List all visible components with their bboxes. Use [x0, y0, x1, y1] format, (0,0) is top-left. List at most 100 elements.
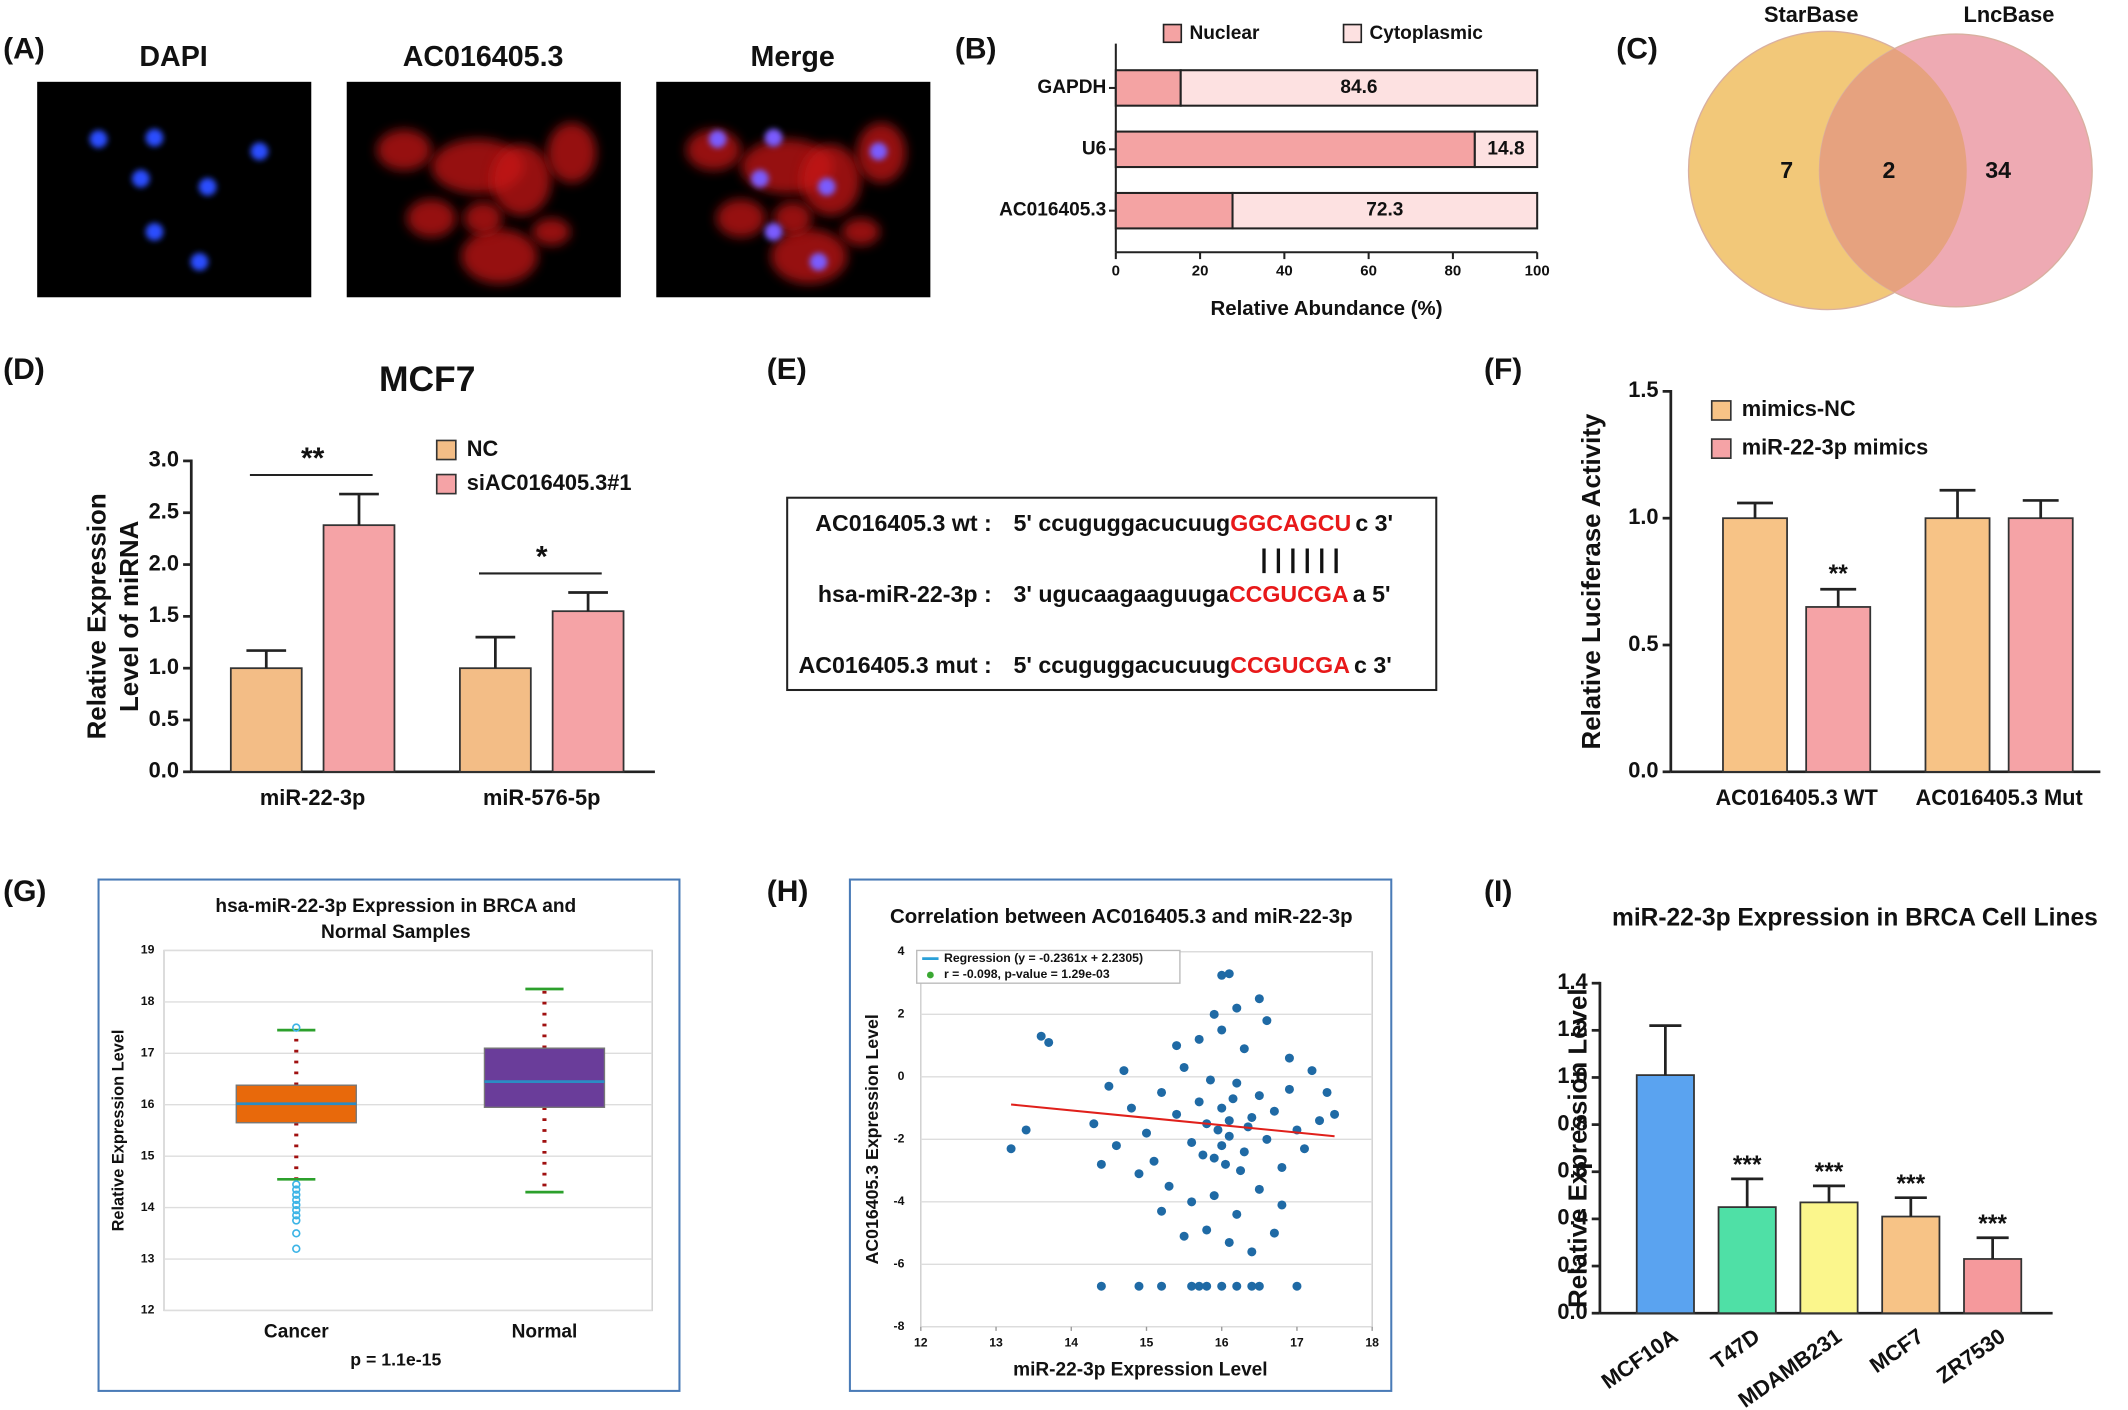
cytoplasm [461, 229, 538, 284]
y-tick-label: 12 [141, 1303, 155, 1317]
y-tick-label: AC016405.3 [999, 200, 1106, 221]
nucleus [131, 169, 150, 188]
legend-label: Regression (y = -0.2361x + 2.2305) [944, 951, 1143, 965]
point [1089, 1119, 1099, 1129]
y-tick-label: 1.0 [1628, 504, 1658, 529]
point [1217, 1103, 1227, 1113]
y-tick-label: 16 [141, 1097, 155, 1111]
value-label: 72.3 [1366, 200, 1403, 221]
x-tick-label: 16 [1215, 1335, 1229, 1349]
significance: * [536, 540, 548, 573]
y-tick-label: -6 [894, 1257, 905, 1271]
y-tick-label: 0.0 [1557, 1299, 1587, 1324]
y-tick-label: -2 [894, 1132, 905, 1146]
error-bar [1737, 501, 1773, 519]
y-tick-label: 0.5 [1628, 631, 1658, 656]
bar-segment [1231, 191, 1539, 230]
regression-line [1010, 1103, 1335, 1138]
value-label: 14.8 [1487, 138, 1525, 159]
image-label: Merge [750, 41, 834, 73]
chart-title: Normal Samples [321, 922, 471, 943]
binding-site: GGCAGCU [1230, 510, 1351, 536]
y-tick-label: 0 [898, 1069, 905, 1083]
outlier [292, 1244, 301, 1253]
binding-site: CCGUCGA [1230, 652, 1350, 678]
x-tick-label: 17 [1290, 1335, 1304, 1349]
bar-segment [1114, 130, 1476, 169]
chart-title: hsa-miR-22-3p Expression in BRCA and [215, 896, 576, 917]
legend-label: mimics-NC [1742, 396, 1856, 421]
significance: *** [1815, 1159, 1844, 1186]
point [1299, 1144, 1309, 1154]
venn-count: 7 [1780, 157, 1793, 183]
point [1194, 1281, 1204, 1291]
chart-title: MCF7 [379, 359, 475, 399]
sequence: 3' ugucaagaaguugaCCGUCGA a 5' [1014, 581, 1391, 607]
bar-segment [1114, 191, 1234, 230]
x-tick-label: 100 [1525, 262, 1550, 279]
x-tick-label: miR-22-3p [260, 785, 365, 810]
y-tick-label: 1.5 [1628, 377, 1658, 402]
micrograph [37, 81, 312, 298]
y-tick-label: 0.4 [1557, 1205, 1587, 1230]
error-bar [1820, 587, 1857, 607]
y-tick-label: 2.5 [149, 498, 179, 523]
nucleus [145, 128, 164, 147]
p-value: p = 1.1e-15 [350, 1350, 441, 1370]
x-tick-label: 12 [914, 1335, 928, 1349]
point [1187, 1137, 1197, 1147]
y-tick-label: 15 [141, 1148, 155, 1162]
outlier [292, 1200, 301, 1210]
x-tick-label: 40 [1276, 262, 1293, 279]
legend-swatch [1162, 23, 1183, 44]
cytoplasm [547, 122, 597, 183]
point [1220, 1159, 1230, 1169]
y-tick-label: 14 [141, 1200, 155, 1214]
panel-label: (I) [1484, 875, 1512, 908]
legend-label: Cytoplasmic [1369, 23, 1483, 44]
cytoplasm [491, 144, 552, 216]
point [1232, 1281, 1242, 1291]
outlier [292, 1185, 301, 1194]
bar-segment [1114, 69, 1182, 107]
point [1224, 969, 1234, 979]
bar [1924, 517, 1991, 773]
x-tick-label: miR-576-5p [483, 785, 601, 810]
outlier [292, 1023, 301, 1032]
y-tick-label: 19 [141, 943, 155, 957]
nucleus [809, 252, 828, 271]
point [1239, 1147, 1249, 1157]
point [1134, 1169, 1144, 1179]
x-tick-label: 60 [1360, 262, 1377, 279]
venn-count: 2 [1883, 157, 1896, 183]
cytoplasm [686, 129, 741, 171]
nucleus [708, 130, 727, 148]
cytoplasm [770, 229, 848, 284]
y-tick-label: GAPDH [1037, 77, 1106, 98]
significance: *** [1896, 1171, 1925, 1198]
panel-frame [97, 878, 681, 1392]
error-bar [475, 635, 516, 669]
point [1021, 1125, 1031, 1135]
bar [1799, 1201, 1859, 1315]
y-tick-label: 1.4 [1557, 969, 1587, 994]
sequence-label: hsa-miR-22-3p : [818, 581, 992, 607]
point [1224, 1237, 1234, 1247]
error-bar [1976, 1236, 2009, 1259]
point [1236, 1166, 1246, 1176]
y-tick-label: 0.8 [1557, 1110, 1587, 1135]
legend-label: siAC016405.3#1 [467, 470, 632, 495]
point [1292, 1281, 1302, 1291]
bar [1635, 1074, 1695, 1315]
bar [459, 667, 532, 773]
y-tick-label: 17 [141, 1046, 155, 1060]
cytoplasm [716, 199, 766, 238]
error-bar [1812, 1184, 1846, 1203]
x-axis-label: miR-22-3p Expression Level [1013, 1360, 1267, 1381]
x-axis-label: Relative Abundance (%) [1210, 297, 1442, 320]
y-tick-label: 0.0 [149, 758, 179, 783]
point [1036, 1031, 1046, 1041]
point [1217, 970, 1227, 980]
point [1262, 1134, 1272, 1144]
outlier [292, 1229, 301, 1238]
